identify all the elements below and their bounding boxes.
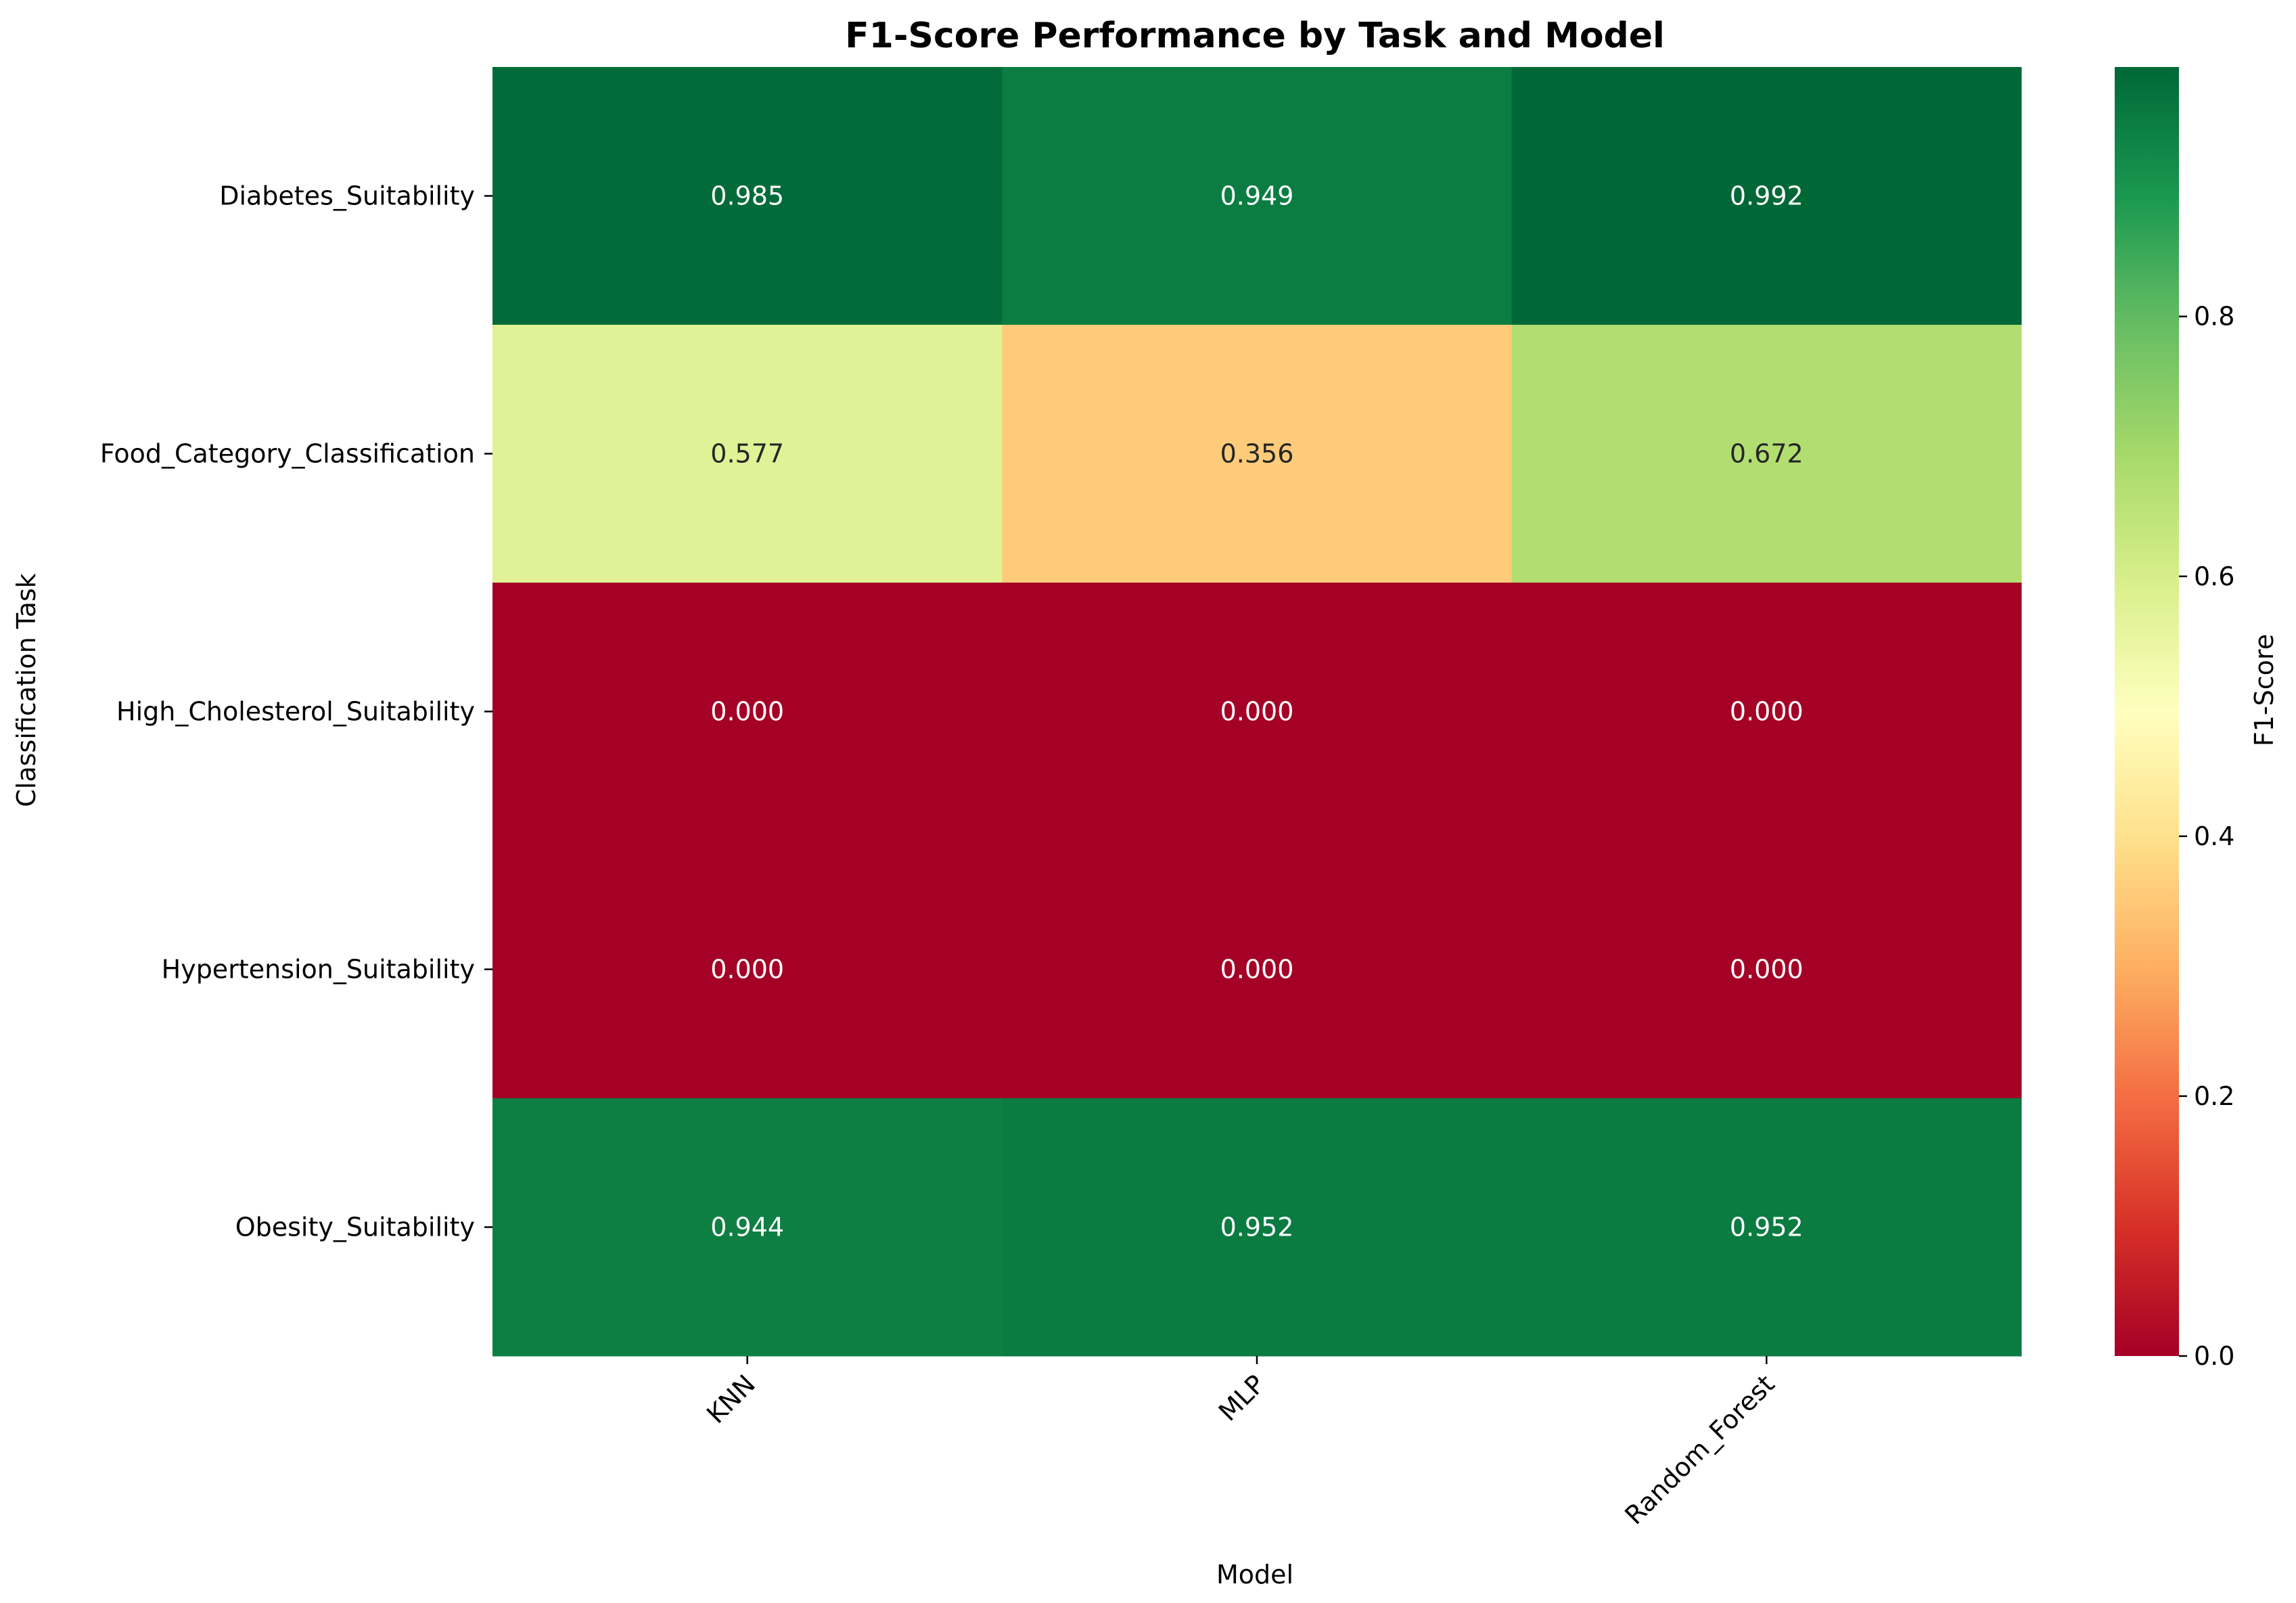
y-axis-label: Classification Task	[12, 573, 41, 807]
heatmap-cell	[492, 840, 1003, 1099]
colorbar-gradient	[2115, 67, 2179, 1356]
heatmap-cell	[492, 67, 1003, 325]
cell-value-label: 0.949	[1220, 181, 1294, 211]
heatmap-cells	[492, 67, 2022, 1357]
cell-value-label: 0.000	[710, 697, 784, 727]
heatmap-cell	[1511, 325, 2022, 583]
y-tick-label: Obesity_Suitability	[235, 1213, 475, 1242]
heatmap-cell	[1002, 67, 1513, 325]
heatmap-value-labels: 0.985 0.949 0.992 0.577 0.356 0.672 0.000 0.000…	[710, 181, 1803, 1242]
heatmap-cell	[1002, 583, 1513, 841]
heatmap-cell	[492, 325, 1003, 583]
heatmap-cell	[1002, 840, 1513, 1099]
colorbar-tick-label: 0.6	[2194, 562, 2234, 591]
cell-value-label: 0.944	[710, 1213, 784, 1242]
x-tick-label: Random_Forest	[1619, 1369, 1780, 1530]
cell-value-label: 0.000	[1220, 955, 1294, 985]
cell-value-label: 0.000	[1730, 697, 1804, 727]
x-tick-label: MLP	[1213, 1369, 1270, 1426]
cell-value-label: 0.952	[1730, 1213, 1804, 1242]
colorbar-tick-label: 0.4	[2194, 821, 2234, 851]
x-tick-label: KNN	[701, 1369, 761, 1429]
y-tick-label: Food_Category_Classification	[100, 439, 475, 469]
cell-value-label: 0.577	[710, 439, 784, 469]
cell-value-label: 0.000	[710, 955, 784, 985]
colorbar-ticks: 0.0 0.2 0.4 0.6 0.8	[2179, 302, 2234, 1371]
y-tick-label: Hypertension_Suitability	[162, 955, 475, 985]
colorbar-tick-label: 0.8	[2194, 302, 2234, 332]
x-axis-label: Model	[1216, 1560, 1293, 1589]
cell-value-label: 0.992	[1730, 181, 1804, 211]
cell-value-label: 0.356	[1220, 439, 1294, 469]
y-axis: Diabetes_Suitability Food_Category_Classi…	[100, 181, 492, 1242]
y-tick-label: High_Cholesterol_Suitability	[116, 697, 475, 727]
cell-value-label: 0.000	[1730, 955, 1804, 985]
y-tick-label: Diabetes_Suitability	[219, 181, 475, 211]
heatmap-cell	[1002, 325, 1513, 583]
heatmap-cell	[1511, 67, 2022, 325]
heatmap-cell	[492, 1098, 1003, 1357]
heatmap-cell	[1002, 1098, 1513, 1357]
heatmap-cell	[1511, 840, 2022, 1099]
colorbar-tick-label: 0.2	[2194, 1081, 2234, 1111]
cell-value-label: 0.952	[1220, 1213, 1294, 1242]
cell-value-label: 0.985	[710, 181, 784, 211]
colorbar-label: F1-Score	[2249, 634, 2279, 746]
heatmap-cell	[492, 583, 1003, 841]
colorbar-tick-label: 0.0	[2194, 1341, 2234, 1371]
colorbar: 0.0 0.2 0.4 0.6 0.8 F1-Score	[2115, 67, 2279, 1371]
x-axis: KNN MLP Random_Forest	[701, 1356, 1781, 1531]
heatmap-cell	[1511, 1098, 2022, 1357]
heatmap-cell	[1511, 583, 2022, 841]
cell-value-label: 0.000	[1220, 697, 1294, 727]
cell-value-label: 0.672	[1730, 439, 1804, 469]
chart-title: F1-Score Performance by Task and Model	[845, 16, 1665, 56]
